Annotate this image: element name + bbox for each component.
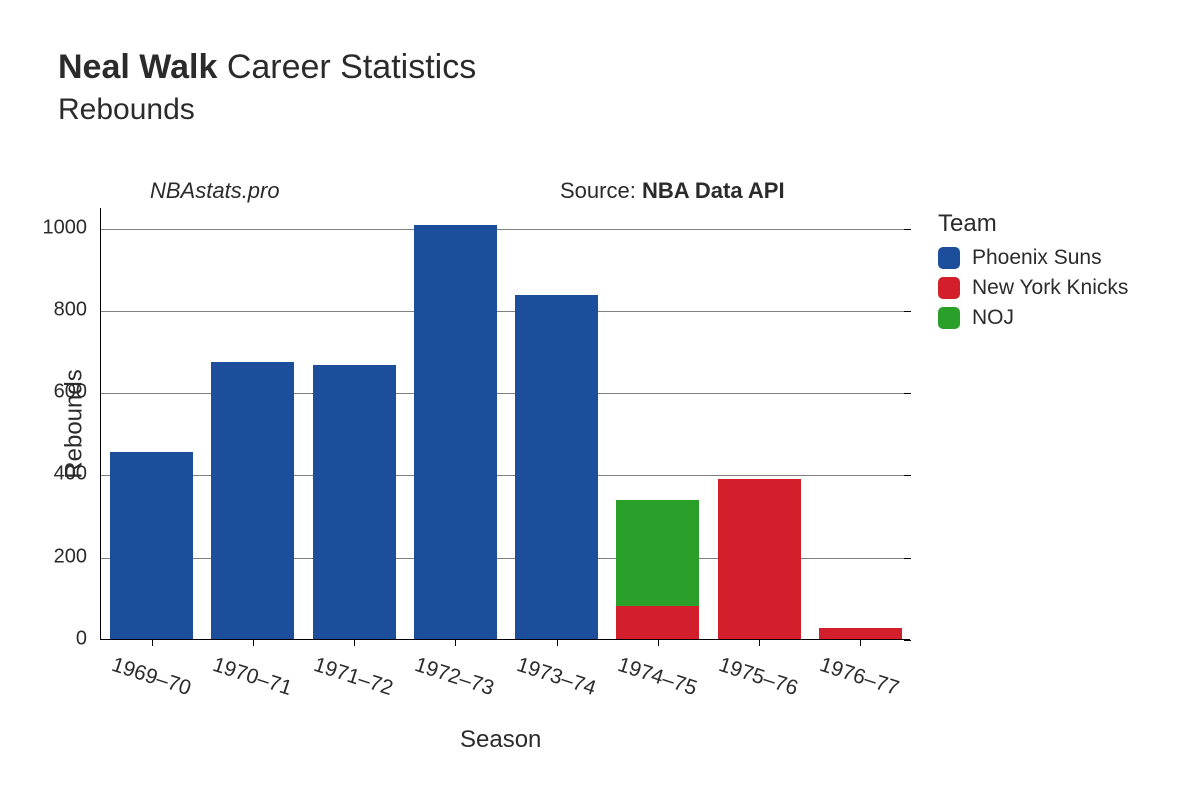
grid-line (101, 229, 910, 230)
bar-segment (718, 479, 801, 639)
y-tick-mark (904, 311, 911, 312)
x-tick-label: 1975–76 (716, 653, 801, 701)
x-axis-label: Season (460, 726, 541, 754)
player-name: Neal Walk (58, 48, 217, 86)
legend-item: Phoenix Suns (938, 246, 1128, 270)
y-tick-label: 0 (76, 628, 101, 651)
bar-segment (414, 225, 497, 639)
x-tick-mark (455, 639, 456, 646)
y-tick-label: 200 (54, 545, 101, 568)
x-tick-label: 1971–72 (311, 653, 396, 701)
chart-title-block: Neal Walk Career Statistics Rebounds (58, 48, 476, 127)
x-tick-label: 1972–73 (412, 653, 497, 701)
x-tick-mark (152, 639, 153, 646)
x-tick-label: 1969–70 (108, 653, 193, 701)
y-tick-mark (904, 393, 911, 394)
x-tick-label: 1973–74 (513, 653, 598, 701)
bar-segment (313, 365, 396, 639)
plot-area: 020040060080010001969–701970–711971–7219… (100, 208, 910, 640)
y-tick-mark (904, 229, 911, 230)
legend-title: Team (938, 210, 1128, 238)
legend-swatch (938, 307, 960, 329)
x-tick-mark (860, 639, 861, 646)
source-name: NBA Data API (642, 178, 785, 203)
chart-container: Neal Walk Career Statistics Rebounds NBA… (0, 0, 1200, 800)
bar-segment (616, 606, 699, 639)
bar-segment (211, 362, 294, 639)
bar-segment (616, 500, 699, 607)
y-axis-label: Rebounds (61, 369, 89, 478)
x-tick-label: 1976–77 (817, 653, 902, 701)
y-tick-mark (904, 475, 911, 476)
title-suffix: Career Statistics (227, 48, 476, 86)
x-tick-mark (253, 639, 254, 646)
chart-subtitle: Rebounds (58, 93, 476, 127)
legend: Team Phoenix Suns New York Knicks NOJ (938, 210, 1128, 336)
legend-label: NOJ (972, 306, 1014, 330)
legend-item: New York Knicks (938, 276, 1128, 300)
y-tick-label: 800 (54, 298, 101, 321)
chart-title: Neal Walk Career Statistics (58, 48, 476, 87)
legend-label: Phoenix Suns (972, 246, 1102, 270)
source-prefix: Source: (560, 178, 642, 203)
source-attribution: Source: NBA Data API (560, 178, 785, 204)
x-tick-mark (759, 639, 760, 646)
legend-label: New York Knicks (972, 276, 1128, 300)
x-tick-mark (354, 639, 355, 646)
brand-watermark: NBAstats.pro (150, 178, 280, 204)
legend-swatch (938, 247, 960, 269)
bar-segment (515, 295, 598, 639)
bar-segment (110, 452, 193, 639)
grid-line (101, 311, 910, 312)
y-tick-mark (904, 558, 911, 559)
x-tick-mark (557, 639, 558, 646)
y-tick-label: 1000 (43, 216, 102, 239)
legend-item: NOJ (938, 306, 1128, 330)
legend-swatch (938, 277, 960, 299)
x-tick-label: 1974–75 (614, 653, 699, 701)
x-tick-label: 1970–71 (209, 653, 294, 701)
y-tick-mark (904, 640, 911, 641)
x-tick-mark (658, 639, 659, 646)
bar-segment (819, 628, 902, 639)
